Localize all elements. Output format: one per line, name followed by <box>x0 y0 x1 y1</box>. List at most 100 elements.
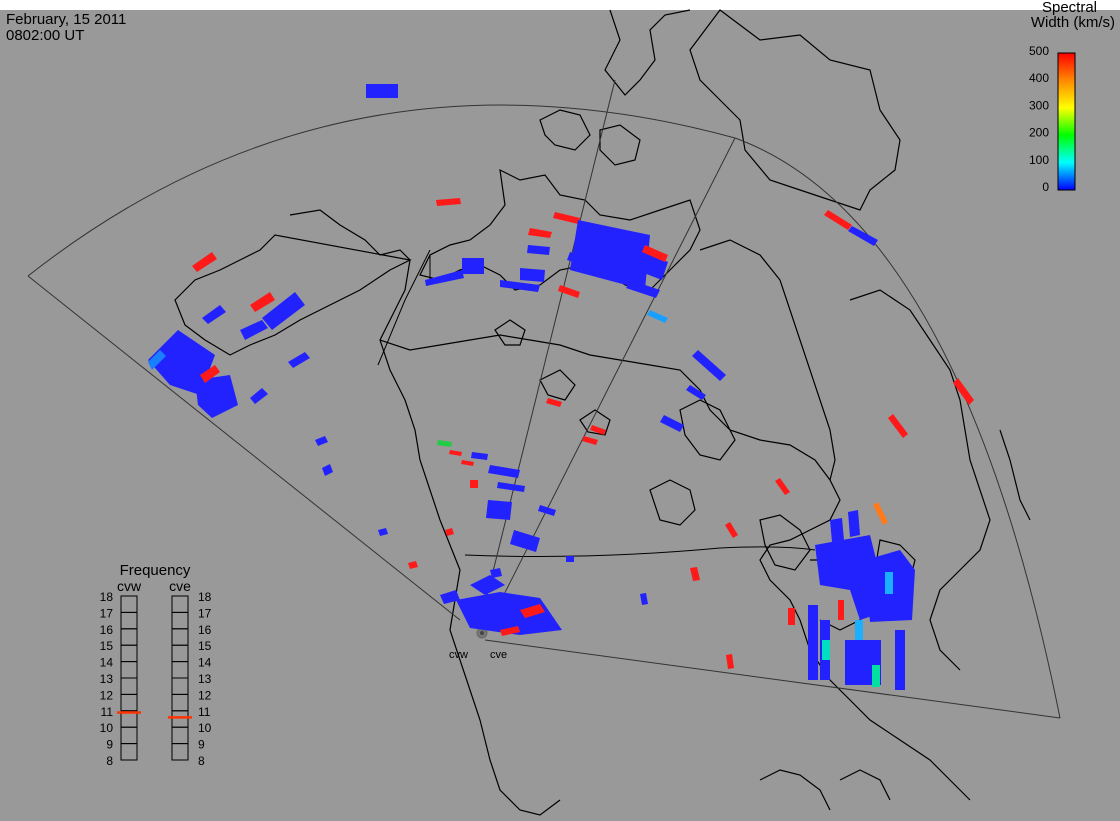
frequency-west-label: cvw <box>117 578 142 594</box>
frequency-tick-label: 10 <box>198 721 212 735</box>
color-scale-tick-label: 200 <box>1029 126 1049 140</box>
echo-cell <box>148 330 215 395</box>
echo-cell <box>520 604 545 618</box>
echo-cell <box>322 464 333 476</box>
echo-cell <box>202 305 226 324</box>
color-scale-ticks: 500 400 300 200 100 0 <box>1029 44 1049 194</box>
frequency-tick-label: 8 <box>106 754 113 768</box>
echo-cell <box>848 226 878 246</box>
echo-cell <box>528 228 552 238</box>
echo-cell <box>788 608 795 625</box>
echo-cell <box>808 605 818 680</box>
color-scale: Spectral Width (km/s) 500 400 300 200 100 0 <box>1029 0 1115 194</box>
echo-cell <box>726 654 734 669</box>
radar-label-east: cve <box>490 649 507 661</box>
echo-cell <box>520 268 545 282</box>
frequency-tick-label: 18 <box>198 590 212 604</box>
echo-cell <box>408 561 418 569</box>
echo-cell <box>815 535 880 620</box>
frequency-tick-label: 9 <box>198 738 205 752</box>
frequency-tick-label: 17 <box>100 606 114 620</box>
echo-cell <box>378 528 388 536</box>
echo-cell <box>250 388 268 404</box>
frequency-tick-label: 17 <box>198 606 212 620</box>
echo-cell <box>497 482 525 492</box>
echo-cell <box>425 270 464 286</box>
date-label: February, 15 2011 <box>6 11 126 28</box>
echo-cell <box>885 572 893 594</box>
frequency-tick-label: 14 <box>100 656 114 670</box>
frequency-tick-label: 18 <box>100 590 114 604</box>
echo-cell <box>461 460 474 466</box>
backscatter-echoes <box>148 84 974 690</box>
echo-cell <box>437 440 452 447</box>
map-background <box>0 10 1120 821</box>
echo-cell <box>838 600 844 620</box>
color-scale-tick-label: 500 <box>1029 44 1049 58</box>
echo-cell <box>486 500 512 520</box>
color-scale-title-line1: Spectral <box>1042 0 1097 16</box>
frequency-cell <box>171 743 189 761</box>
frequency-panel: Frequency cvw cve 18 17 16 15 14 13 12 11 10 9 8 1… <box>100 562 212 768</box>
frequency-tick-label: 12 <box>198 688 212 702</box>
echo-cell <box>462 258 484 274</box>
echo-cell <box>873 502 888 525</box>
frequency-tick-label: 11 <box>101 705 114 719</box>
echo-cell <box>546 398 562 407</box>
time-label: 0802:00 UT <box>6 27 84 44</box>
echo-cell <box>366 84 398 98</box>
echo-cell <box>315 436 328 446</box>
frequency-title: Frequency <box>120 562 191 579</box>
color-scale-tick-label: 400 <box>1029 71 1049 85</box>
echo-cell <box>647 310 668 323</box>
echo-cell <box>690 567 700 581</box>
echo-cell <box>527 245 550 255</box>
frequency-column-west: 18 17 16 15 14 13 12 11 10 9 8 <box>100 590 141 768</box>
echo-cell <box>440 590 460 604</box>
echo-cell <box>558 285 580 298</box>
frequency-tick-label: 8 <box>198 754 205 768</box>
echo-cell <box>566 556 574 562</box>
radar-site-center <box>480 631 484 635</box>
echo-cell <box>775 478 790 495</box>
color-scale-title-line2: Width (km/s) <box>1031 14 1115 31</box>
echo-cell <box>640 593 648 605</box>
color-scale-tick-label: 100 <box>1029 153 1049 167</box>
echo-cell <box>824 210 852 230</box>
color-scale-tick-label: 300 <box>1029 98 1049 112</box>
frequency-tick-label: 12 <box>100 688 114 702</box>
echo-cell <box>660 415 684 432</box>
echo-cell <box>500 280 540 292</box>
echo-cell <box>200 365 220 383</box>
frequency-tick-label: 10 <box>100 721 114 735</box>
echo-cell <box>582 436 598 445</box>
echo-cell <box>449 450 462 456</box>
frequency-tick-label: 16 <box>100 623 114 637</box>
echo-cell <box>570 220 650 290</box>
political-borders <box>377 249 816 557</box>
echo-cell <box>888 414 908 438</box>
echo-cell <box>192 252 217 272</box>
echo-cell <box>436 198 461 206</box>
echo-cell <box>855 620 863 640</box>
echo-cell <box>288 352 310 368</box>
echo-cell <box>470 480 478 488</box>
echo-cell <box>500 626 520 636</box>
frequency-tick-label: 11 <box>198 705 211 719</box>
frequency-tick-label: 13 <box>100 672 114 686</box>
echo-cell <box>456 592 562 635</box>
echo-cell <box>470 575 505 595</box>
echo-cell <box>567 252 600 270</box>
frequency-column-east: 18 17 16 15 14 13 12 11 10 9 8 <box>168 590 212 768</box>
echo-cell <box>488 465 520 478</box>
radar-field-of-view <box>27 79 1061 719</box>
echo-cell <box>848 510 860 537</box>
echo-cell <box>240 320 268 340</box>
echo-cell <box>148 350 166 370</box>
echo-cell <box>636 250 668 280</box>
frequency-tick-label: 16 <box>198 623 212 637</box>
echo-cell <box>490 568 502 578</box>
echo-cell <box>725 522 738 538</box>
echo-cell <box>830 518 844 542</box>
